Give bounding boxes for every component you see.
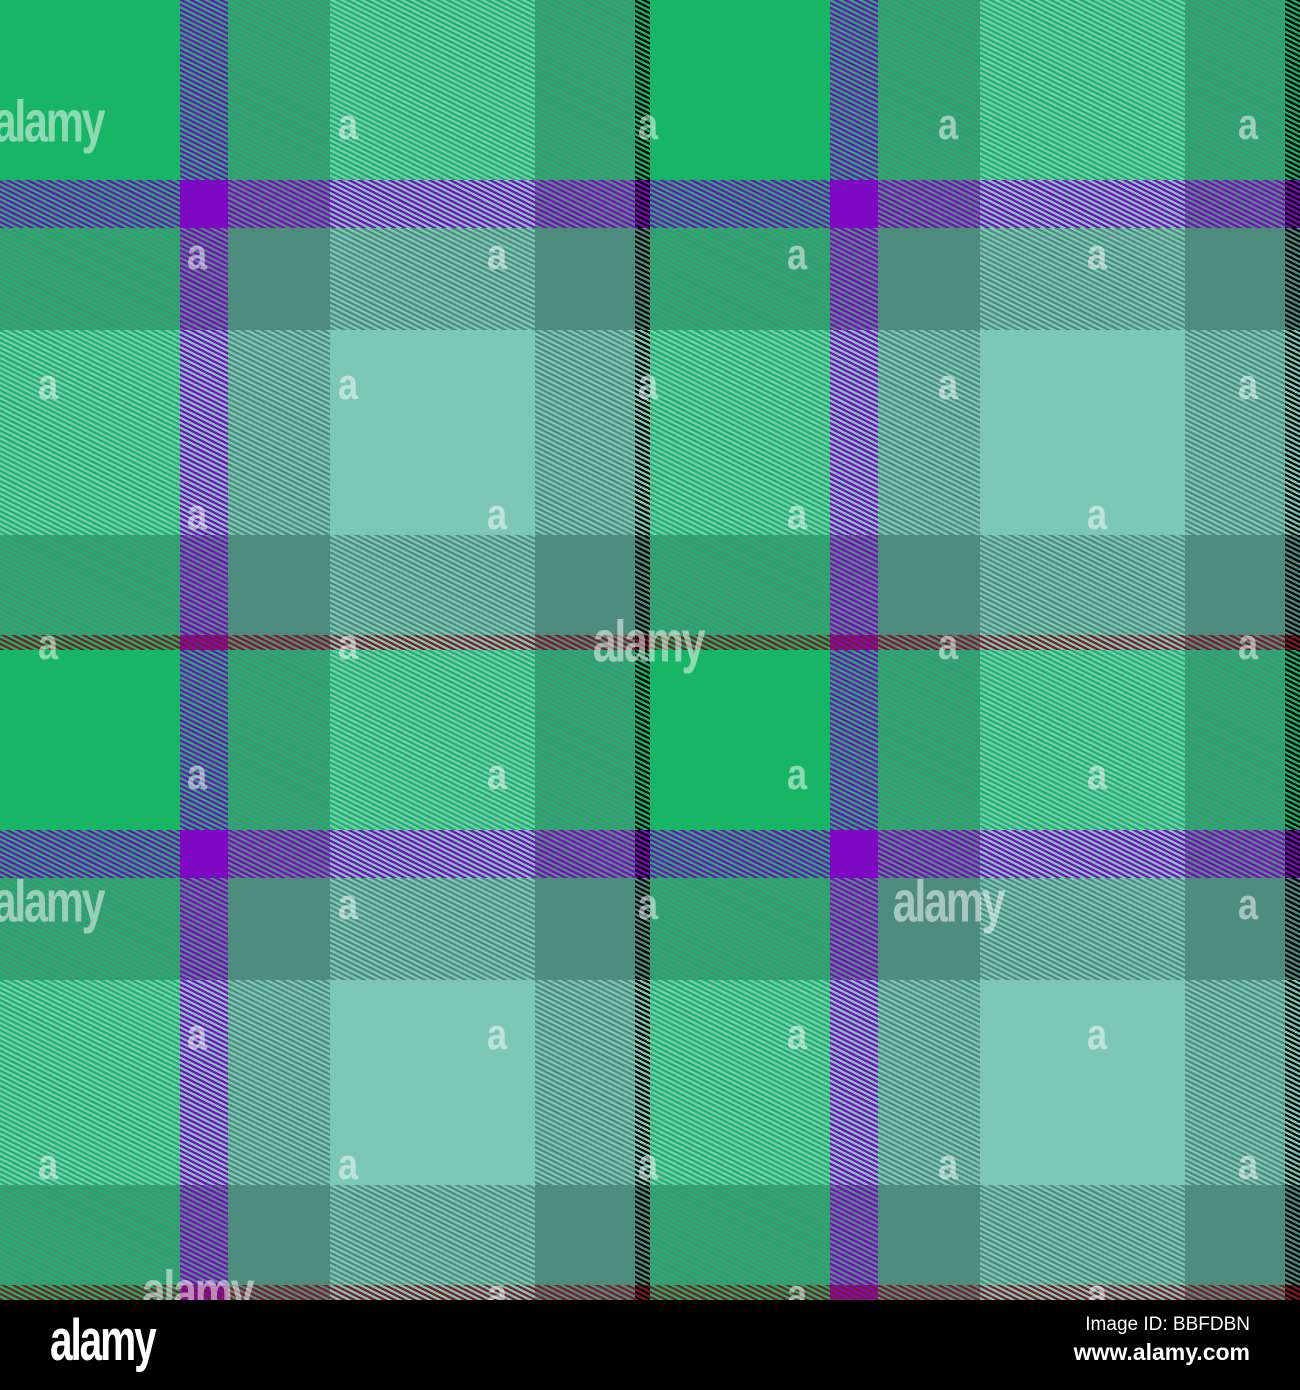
alamy-url-text: www.alamy.com bbox=[1073, 1339, 1250, 1365]
image-id-text: Image ID: BBFDBN bbox=[1085, 1314, 1250, 1335]
alamy-logo: alamy bbox=[50, 1308, 157, 1373]
weft-band-gray bbox=[0, 228, 1300, 330]
weft-band-gray bbox=[0, 878, 1300, 980]
weft-band-gray bbox=[0, 535, 1300, 635]
weft-band-green bbox=[0, 650, 1300, 830]
weft-band-red bbox=[0, 635, 1300, 650]
weft-band-pale bbox=[0, 330, 1300, 535]
weft-band-purple bbox=[0, 180, 1300, 228]
footer-bar: alamy Image ID: BBFDBN www.alamy.com bbox=[0, 1300, 1300, 1390]
weft-band-purple bbox=[0, 830, 1300, 878]
weft-band-pale bbox=[0, 980, 1300, 1185]
weft-layer bbox=[0, 0, 1300, 1300]
weft-band-red bbox=[0, 1285, 1300, 1300]
tartan-pattern-image: alamy a a a a a a a a a a a a a a a a a a a alamy a a a a a a alamy… bbox=[0, 0, 1300, 1300]
weft-band-gray bbox=[0, 1185, 1300, 1285]
weft-band-green bbox=[0, 0, 1300, 180]
footer-info: Image ID: BBFDBN www.alamy.com bbox=[1074, 1312, 1250, 1366]
